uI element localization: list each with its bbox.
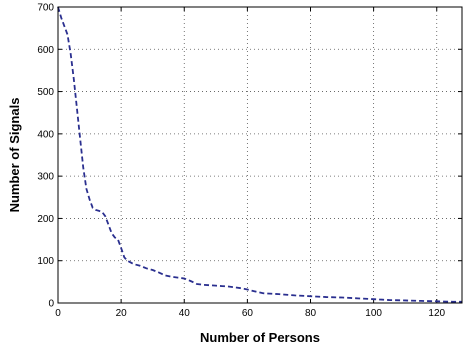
y-axis-label: Number of Signals xyxy=(7,98,22,213)
y-tick-label: 400 xyxy=(37,129,54,140)
series-group xyxy=(57,6,462,303)
y-tick-label: 600 xyxy=(37,45,54,56)
x-tick-label: 80 xyxy=(305,308,317,319)
plot-frame xyxy=(57,6,463,304)
axis-ticks: 0 20 40 60 80 100 120 0 100 200 300 400 500 600 700 xyxy=(37,3,462,319)
y-tick-label: 0 xyxy=(48,299,54,310)
x-axis-label: Number of Persons xyxy=(200,330,320,345)
series-line xyxy=(57,6,462,303)
y-tick-label: 200 xyxy=(37,214,54,225)
x-tick-label: 120 xyxy=(428,308,445,319)
x-tick-label: 0 xyxy=(55,308,61,319)
y-tick-label: 100 xyxy=(37,256,54,267)
y-tick-label: 700 xyxy=(37,3,54,14)
y-tick-label: 500 xyxy=(37,87,54,98)
x-tick-label: 20 xyxy=(116,308,128,319)
y-tick-label: 300 xyxy=(37,172,54,183)
plot-area xyxy=(58,7,462,303)
grid-lines xyxy=(58,7,462,303)
x-tick-label: 40 xyxy=(179,308,191,319)
x-tick-label: 100 xyxy=(365,308,382,319)
x-tick-label: 60 xyxy=(242,308,254,319)
